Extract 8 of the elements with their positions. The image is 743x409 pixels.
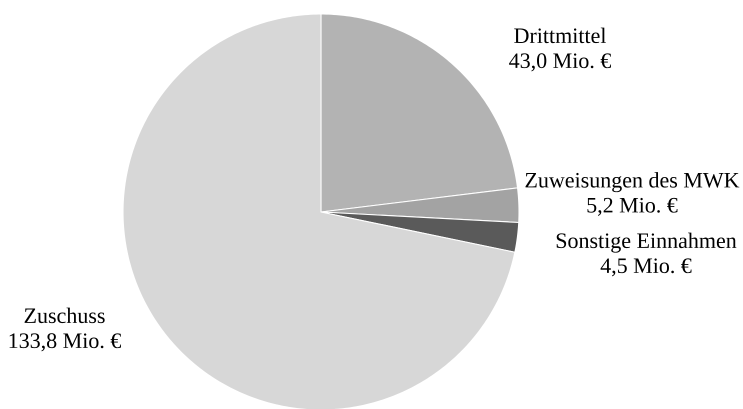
data-label: 4,5 Mio. € bbox=[600, 258, 692, 276]
slice-label: Sonstige Einnahmen bbox=[556, 232, 736, 253]
data-label: 133,8 Mio. € bbox=[10, 333, 122, 352]
slice-label: Zuschuss bbox=[24, 308, 105, 324]
slice-label: Drittmittel bbox=[514, 28, 606, 44]
slice-label: Zuweisungen des MWK bbox=[526, 172, 740, 192]
data-label: 5,2 Mio. € bbox=[587, 198, 678, 216]
data-label: 43,0 Mio. € bbox=[509, 53, 611, 72]
